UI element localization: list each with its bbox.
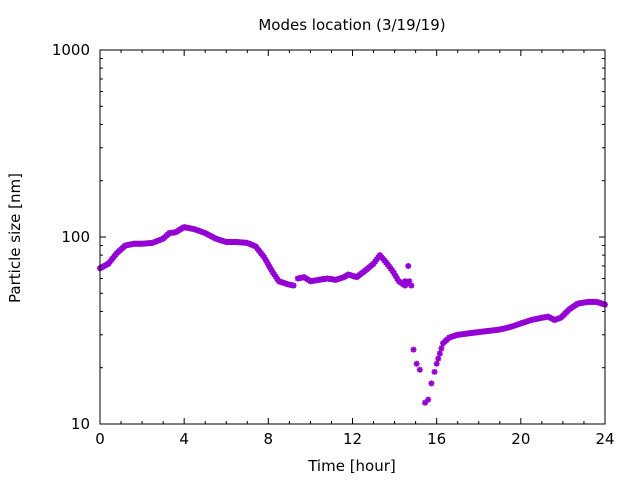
data-point	[408, 282, 415, 289]
plot-frame	[99, 49, 606, 425]
chart-title: Modes location (3/19/19)	[258, 16, 445, 34]
data-point	[422, 399, 429, 406]
data-point	[431, 368, 438, 375]
y-tick-label: 10	[71, 415, 90, 433]
data-point	[410, 346, 417, 353]
y-tick-label: 100	[61, 228, 90, 246]
data-point	[402, 278, 409, 285]
x-tick-label: 24	[595, 430, 614, 448]
y-axis-label: Particle size [nm]	[6, 173, 24, 303]
data-point	[425, 396, 432, 403]
data-point	[435, 355, 442, 362]
data-point	[290, 282, 297, 289]
data-point	[406, 278, 413, 285]
x-tick-label: 4	[179, 430, 189, 448]
x-tick-label: 8	[264, 430, 274, 448]
x-tick-label: 12	[343, 430, 362, 448]
x-tick-label: 0	[95, 430, 105, 448]
data-point	[413, 360, 420, 367]
data-point	[438, 345, 445, 352]
data-point	[405, 262, 412, 269]
data-point	[436, 350, 443, 357]
data-points	[97, 224, 608, 406]
x-tick-label: 20	[511, 430, 530, 448]
y-tick-label: 1000	[52, 41, 90, 59]
x-axis-label: Time [hour]	[307, 457, 396, 475]
data-point	[428, 380, 435, 387]
axis-ticks: 0 4 8 12 16 20 24 10 100 1000	[52, 41, 615, 448]
x-tick-label: 16	[427, 430, 446, 448]
data-point	[416, 366, 423, 373]
data-point	[433, 360, 440, 367]
